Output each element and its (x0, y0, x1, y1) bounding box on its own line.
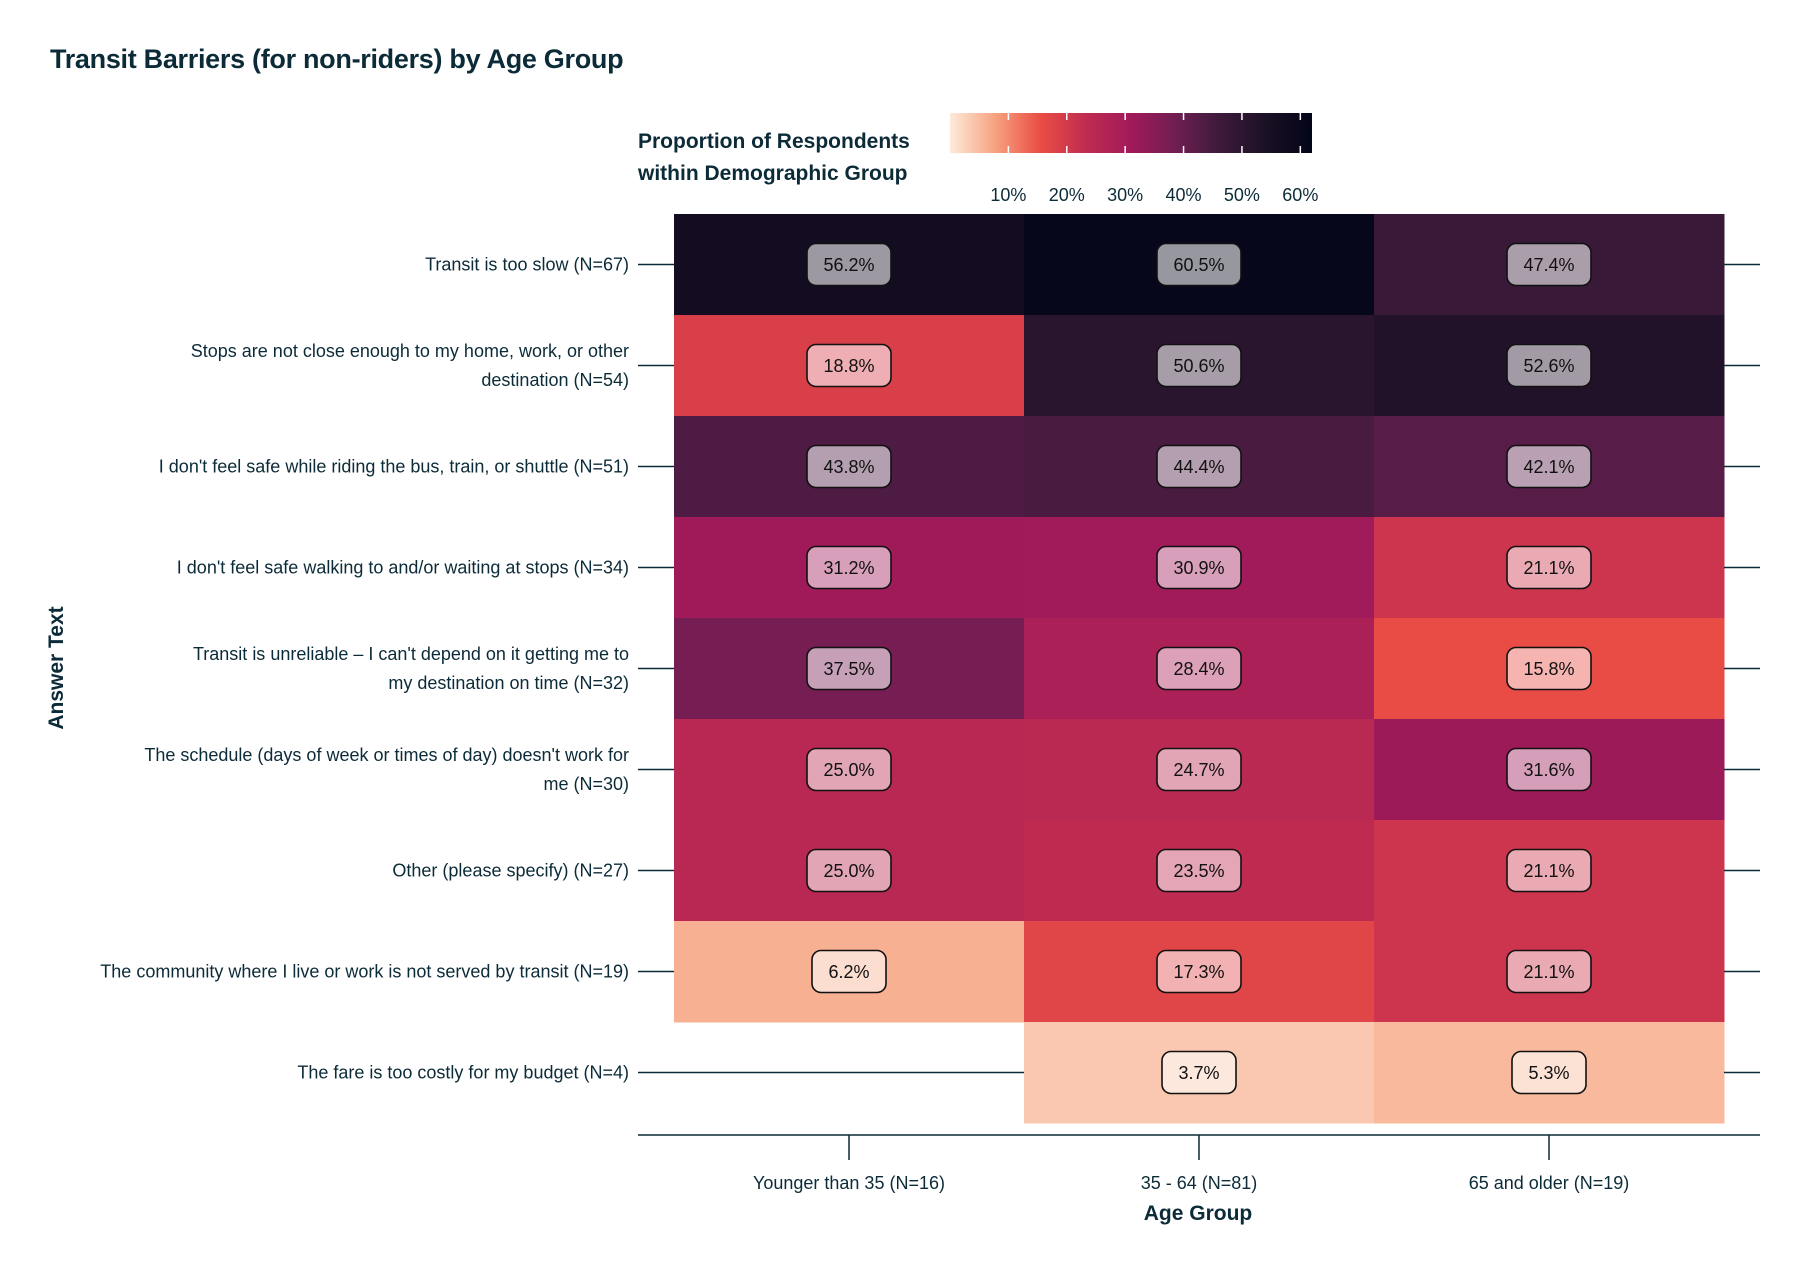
color-legend: 10% 20% 30% 40% 50% 60% (950, 113, 1318, 205)
legend-title-line-1: Proportion of Respondents (638, 130, 910, 153)
value-label: 44.4% (1173, 457, 1224, 477)
value-label-box (1506, 747, 1592, 792)
value-label-box (1156, 343, 1242, 388)
x-tick-label: 35 - 64 (N=81) (1141, 1173, 1258, 1193)
y-tick-label: I don't feel safe walking to and/or wait… (177, 558, 629, 578)
value-label: 60.5% (1173, 255, 1224, 275)
value-label-box (1506, 848, 1592, 893)
chart-axes: Transit is too slow (N=67) Stops are not … (100, 255, 1760, 1193)
y-tick-label: Stops are not close enough to my home, w… (191, 341, 629, 361)
legend-colorbar (950, 113, 1312, 153)
y-tick-label: The fare is too costly for my budget (N=… (297, 1063, 629, 1083)
value-label-box (1506, 646, 1592, 691)
value-label-box (806, 242, 892, 287)
value-label-box (1506, 343, 1592, 388)
y-tick-label: Transit is unreliable – I can't depend o… (193, 644, 629, 664)
value-label: 25.0% (823, 861, 874, 881)
value-label: 25.0% (823, 760, 874, 780)
value-label: 56.2% (823, 255, 874, 275)
chart-title: Transit Barriers (for non-riders) by Age… (50, 44, 624, 74)
y-tick-label: destination (N=54) (481, 370, 629, 390)
x-tick-label: 65 and older (N=19) (1469, 1173, 1630, 1193)
value-label: 31.2% (823, 558, 874, 578)
value-label-box (1156, 848, 1242, 893)
value-label: 52.6% (1523, 356, 1574, 376)
value-label: 31.6% (1523, 760, 1574, 780)
value-label-box (1511, 1050, 1587, 1095)
x-tick-label: Younger than 35 (N=16) (753, 1173, 945, 1193)
value-label-box (1156, 949, 1242, 994)
value-label-box (1156, 444, 1242, 489)
y-tick-label: my destination on time (N=32) (388, 673, 629, 693)
legend-tick-label: 50% (1224, 185, 1260, 205)
legend-tick-label: 20% (1049, 185, 1085, 205)
value-label: 6.2% (828, 962, 869, 982)
value-label: 42.1% (1523, 457, 1574, 477)
value-label-box (1156, 646, 1242, 691)
value-label-box (1506, 545, 1592, 590)
y-tick-label: Transit is too slow (N=67) (425, 255, 629, 275)
legend-title-line-2: within Demographic Group (638, 162, 908, 185)
value-label-box (806, 444, 892, 489)
value-label: 3.7% (1178, 1063, 1219, 1083)
value-label: 23.5% (1173, 861, 1224, 881)
value-label-box (806, 343, 892, 388)
value-label-box (1156, 242, 1242, 287)
legend-title: Proportion of Respondents within Demogra… (638, 126, 938, 190)
y-tick-label: I don't feel safe while riding the bus, … (159, 457, 629, 477)
legend-tick-label: 40% (1166, 185, 1202, 205)
value-label: 15.8% (1523, 659, 1574, 679)
cell-value-labels: 56.2% 60.5% 47.4% 18.8% 50.6% 52.6% 43.8% 44.4%… (806, 242, 1592, 1095)
value-label-box (811, 949, 887, 994)
value-label-box (1161, 1050, 1237, 1095)
value-label-box (1506, 242, 1592, 287)
value-label: 21.1% (1523, 558, 1574, 578)
value-label: 43.8% (823, 457, 874, 477)
value-label: 18.8% (823, 356, 874, 376)
y-tick-label: me (N=30) (543, 774, 629, 794)
value-label-box (1156, 747, 1242, 792)
legend-tick-label: 60% (1282, 185, 1318, 205)
value-label: 21.1% (1523, 861, 1574, 881)
y-tick-label: The schedule (days of week or times of d… (144, 745, 629, 765)
value-label: 24.7% (1173, 760, 1224, 780)
y-tick-label: Other (please specify) (N=27) (392, 861, 629, 881)
value-label-box (806, 545, 892, 590)
x-axis-title: Age Group (1143, 1202, 1253, 1225)
value-label: 17.3% (1173, 962, 1224, 982)
value-label: 5.3% (1528, 1063, 1569, 1083)
legend-tick-label: 30% (1107, 185, 1143, 205)
value-label: 50.6% (1173, 356, 1224, 376)
value-label-box (806, 646, 892, 691)
value-label: 28.4% (1173, 659, 1224, 679)
value-label-box (1506, 444, 1592, 489)
legend-tick-label: 10% (990, 185, 1026, 205)
value-label: 37.5% (823, 659, 874, 679)
value-label-box (1506, 949, 1592, 994)
value-label-box (806, 747, 892, 792)
value-label: 47.4% (1523, 255, 1574, 275)
value-label: 21.1% (1523, 962, 1574, 982)
value-label: 30.9% (1173, 558, 1224, 578)
value-label-box (806, 848, 892, 893)
value-label-box (1156, 545, 1242, 590)
y-tick-label: The community where I live or work is no… (100, 962, 629, 982)
